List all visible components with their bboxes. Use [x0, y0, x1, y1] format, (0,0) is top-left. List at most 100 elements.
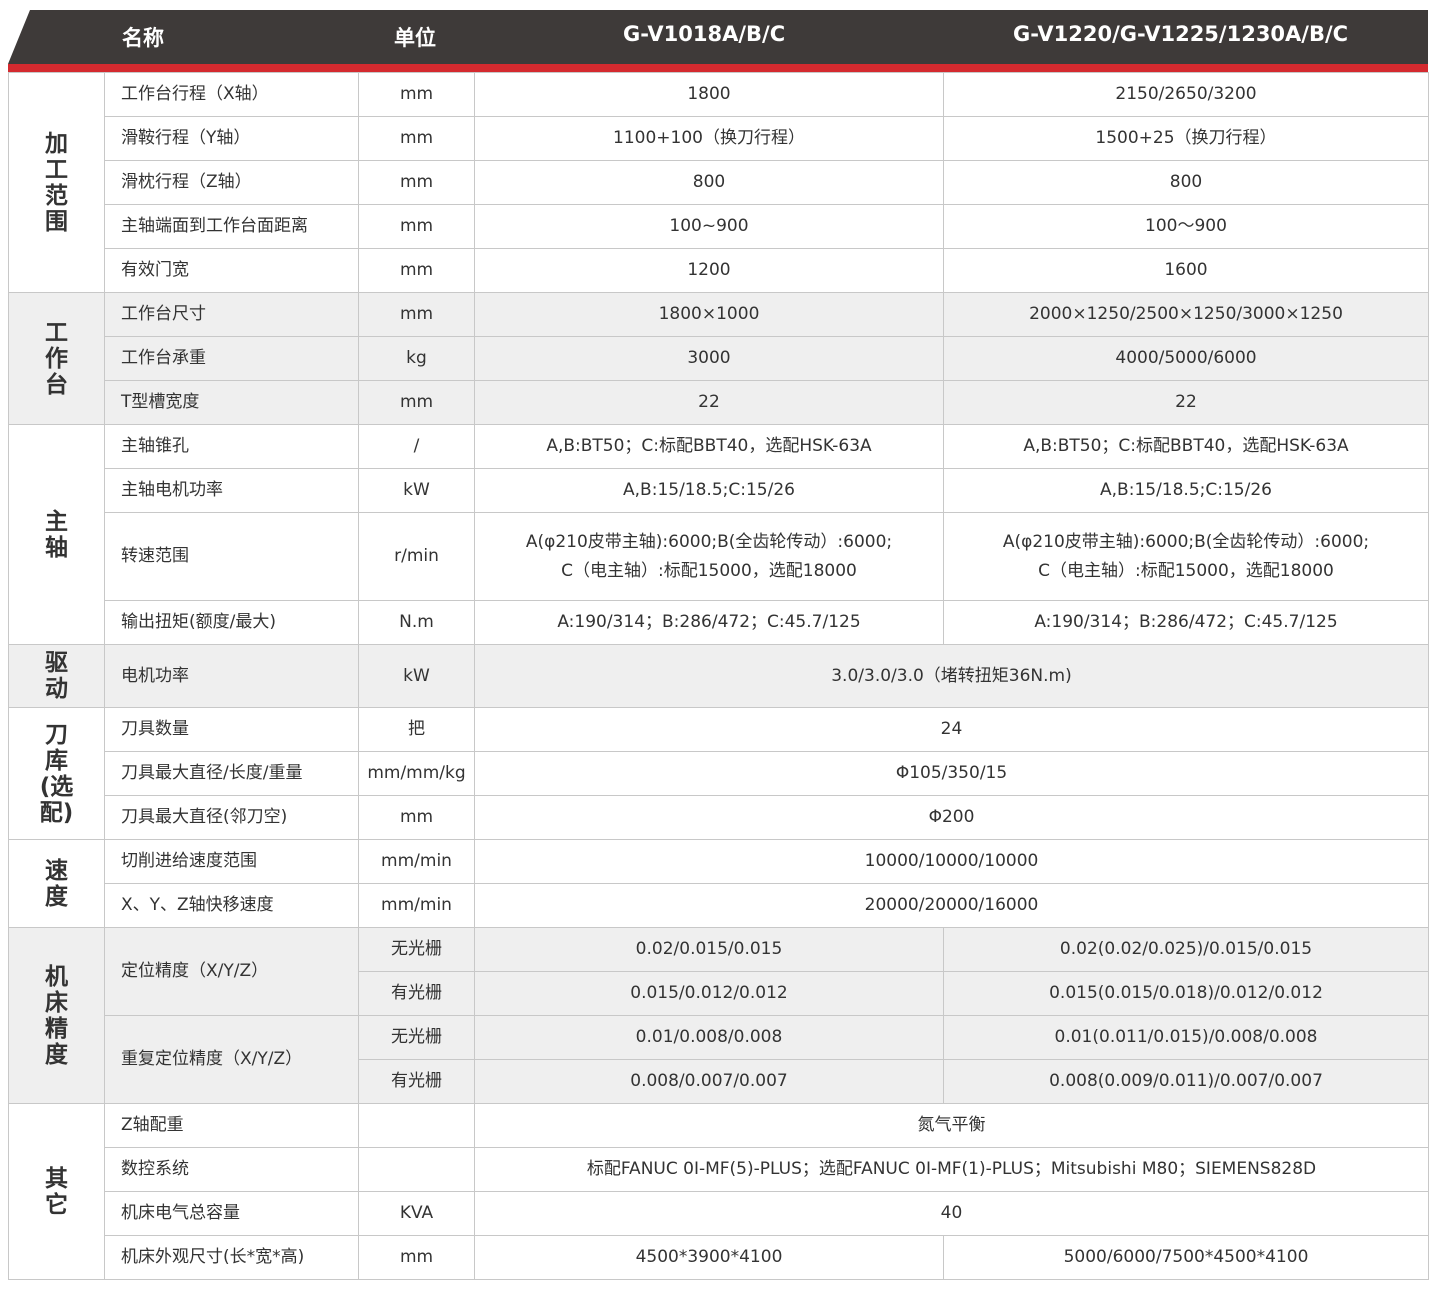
spec-value: 1600 — [943, 248, 1429, 293]
spec-value: 0.01/0.008/0.008 — [474, 1015, 944, 1060]
spec-name: 刀具数量 — [104, 707, 359, 752]
table-row: 有光栅 0.015/0.012/0.012 0.015(0.015/0.018)/0… — [9, 971, 1429, 1016]
spec-unit: mm — [358, 72, 475, 117]
spec-name: 数控系统 — [104, 1147, 359, 1192]
table-row: 转速范围 r/min A(φ210皮带主轴):6000;B(全齿轮传动）:6000;… — [9, 512, 1429, 601]
spec-value: 4000/5000/6000 — [943, 336, 1429, 381]
spec-value: A(φ210皮带主轴):6000;B(全齿轮传动）:6000; C（电主轴）:标… — [474, 512, 944, 601]
spec-value: Φ200 — [474, 795, 1429, 840]
header-accent-stripe — [8, 64, 1428, 72]
spec-value: 800 — [474, 160, 944, 205]
spec-value: 1200 — [474, 248, 944, 293]
table-row: 有光栅 0.008/0.007/0.007 0.008(0.009/0.011)/0… — [9, 1059, 1429, 1104]
spec-value: 4500*3900*4100 — [474, 1235, 944, 1280]
spec-value: 2000×1250/2500×1250/3000×1250 — [943, 292, 1429, 337]
table-row: 刀具最大直径/长度/重量 mm/mm/kg Φ105/350/15 — [9, 751, 1429, 796]
spec-value: 标配FANUC 0I-MF(5)-PLUS；选配FANUC 0I-MF(1)-P… — [474, 1147, 1429, 1192]
spec-name: 主轴端面到工作台面距离 — [104, 204, 359, 249]
table-row: 重复定位精度（X/Y/Z） 无光栅 0.01/0.008/0.008 0.01(0.0… — [9, 1015, 1429, 1104]
spec-value: 1800 — [474, 72, 944, 117]
spec-name: X、Y、Z轴快移速度 — [104, 883, 359, 928]
spec-unit — [358, 1103, 475, 1148]
spec-unit: mm — [358, 116, 475, 161]
spec-value: A:190/314；B:286/472；C:45.7/125 — [943, 600, 1429, 645]
table-row: 机床电气总容量 KVA 40 — [9, 1191, 1429, 1236]
table-header: 名称 单位 G-V1018A/B/C G-V1220/G-V1225/1230A… — [8, 10, 1428, 72]
spec-name: 滑鞍行程（Y轴） — [104, 116, 359, 161]
spec-unit: mm — [358, 795, 475, 840]
spec-unit: 有光栅 — [358, 1059, 475, 1104]
spec-value: 20000/20000/16000 — [474, 883, 1429, 928]
header-band — [8, 10, 1428, 64]
spec-unit: mm — [358, 248, 475, 293]
spec-value: 3000 — [474, 336, 944, 381]
table-row: 主轴电机功率 kW A,B:15/18.5;C:15/26 A,B:15/18.5;C… — [9, 468, 1429, 513]
header-name: 名称 — [122, 26, 164, 50]
spec-name: 切削进给速度范围 — [104, 839, 359, 884]
table-row: 有效门宽 mm 1200 1600 — [9, 248, 1429, 293]
table-row: 滑鞍行程（Y轴） mm 1100+100（换刀行程） 1500+25（换刀行程） — [9, 116, 1429, 161]
spec-unit — [358, 1147, 475, 1192]
spec-table: 加工范围 工作台行程（X轴） mm 1800 2150/2650/3200 滑鞍行程（Y轴… — [8, 72, 1429, 1280]
spec-unit: 无光栅 — [358, 1015, 475, 1060]
table-row: 其它 Z轴配重 氮气平衡 — [8, 1103, 1429, 1280]
spec-value: 0.008/0.007/0.007 — [474, 1059, 944, 1104]
spec-value: 1500+25（换刀行程） — [943, 116, 1429, 161]
spec-value: 100～900 — [943, 204, 1429, 249]
spec-name: 工作台行程（X轴） — [104, 72, 359, 117]
spec-name: T型槽宽度 — [104, 380, 359, 425]
spec-name: 重复定位精度（X/Y/Z） — [104, 1015, 359, 1104]
spec-value: 100~900 — [474, 204, 944, 249]
spec-value: Φ105/350/15 — [474, 751, 1429, 796]
spec-unit: r/min — [358, 512, 475, 601]
spec-value: 10000/10000/10000 — [474, 839, 1429, 884]
spec-value: A,B:15/18.5;C:15/26 — [943, 468, 1429, 513]
group-label: 刀库(选配) — [8, 707, 105, 840]
table-row: 机床精度 定位精度（X/Y/Z） 无光栅 0.02/0.015/0.015 0.02(0… — [8, 927, 1429, 1104]
spec-name: 主轴电机功率 — [104, 468, 359, 513]
spec-unit: mm/mm/kg — [358, 751, 475, 796]
spec-name: 电机功率 — [104, 644, 359, 708]
header-model-1: G-V1018A/B/C — [623, 22, 786, 46]
header-model-2: G-V1220/G-V1225/1230A/B/C — [1013, 22, 1349, 46]
spec-value: 40 — [474, 1191, 1429, 1236]
spec-value: A,B:15/18.5;C:15/26 — [474, 468, 944, 513]
table-row: 主轴端面到工作台面距离 mm 100~900 100～900 — [9, 204, 1429, 249]
spec-value: 0.01(0.011/0.015)/0.008/0.008 — [943, 1015, 1429, 1060]
spec-unit: mm — [358, 1235, 475, 1280]
spec-value: A,B:BT50；C:标配BBT40，选配HSK-63A — [943, 424, 1429, 469]
group-label: 其它 — [8, 1103, 105, 1280]
spec-unit: KVA — [358, 1191, 475, 1236]
spec-name: 刀具最大直径(邻刀空) — [104, 795, 359, 840]
group-label: 驱动 — [8, 644, 105, 708]
spec-unit: mm/min — [358, 883, 475, 928]
spec-unit: 把 — [358, 707, 475, 752]
spec-value: A:190/314；B:286/472；C:45.7/125 — [474, 600, 944, 645]
spec-unit: / — [358, 424, 475, 469]
spec-name: 刀具最大直径/长度/重量 — [104, 751, 359, 796]
spec-value: 22 — [474, 380, 944, 425]
table-row: 刀具最大直径(邻刀空) mm Φ200 — [9, 795, 1429, 840]
spec-unit: mm — [358, 292, 475, 337]
spec-unit: mm — [358, 160, 475, 205]
table-row: 主轴 主轴锥孔 / A,B:BT50；C:标配BBT40，选配HSK-63A A,B:B… — [8, 424, 1429, 645]
spec-unit: 无光栅 — [358, 927, 475, 972]
group-label: 工作台 — [8, 292, 105, 425]
spec-name: 机床外观尺寸(长*宽*高) — [104, 1235, 359, 1280]
spec-value: 0.015/0.012/0.012 — [474, 971, 944, 1016]
spec-name: 输出扭矩(额度/最大) — [104, 600, 359, 645]
group-label: 机床精度 — [8, 927, 105, 1104]
spec-name: 机床电气总容量 — [104, 1191, 359, 1236]
table-row: 驱动 电机功率 kW 3.0/3.0/3.0（堵转扭矩36N.m) — [8, 644, 1429, 708]
spec-value: 0.008(0.009/0.011)/0.007/0.007 — [943, 1059, 1429, 1104]
table-row: T型槽宽度 mm 22 22 — [9, 380, 1429, 425]
spec-value: 1100+100（换刀行程） — [474, 116, 944, 161]
spec-value: 22 — [943, 380, 1429, 425]
table-row: 速度 切削进给速度范围 mm/min 10000/10000/10000 — [8, 839, 1429, 928]
spec-name: 工作台承重 — [104, 336, 359, 381]
spec-value: A(φ210皮带主轴):6000;B(全齿轮传动）:6000; C（电主轴）:标… — [943, 512, 1429, 601]
spec-name: 有效门宽 — [104, 248, 359, 293]
spec-value: 24 — [474, 707, 1429, 752]
spec-unit: mm — [358, 204, 475, 249]
spec-unit: kW — [358, 468, 475, 513]
